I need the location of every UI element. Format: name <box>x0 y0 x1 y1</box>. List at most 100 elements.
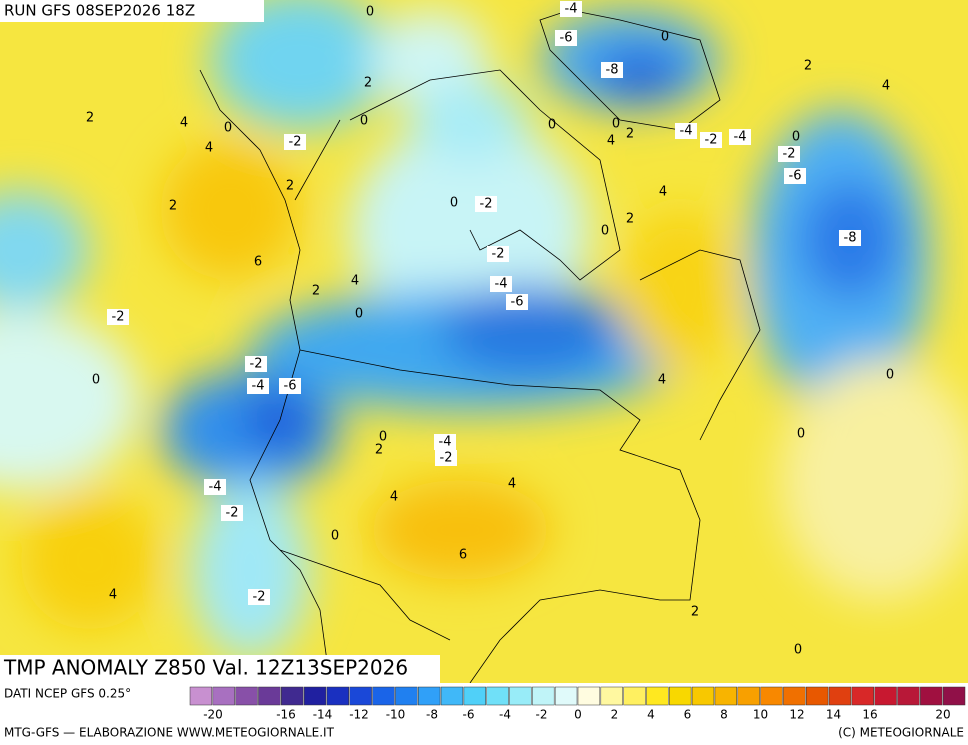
contour-label: 2 <box>364 76 372 91</box>
colorbar-tick-label: -20 <box>203 708 223 722</box>
colorbar-swatch <box>851 686 874 706</box>
colorbar-swatch <box>920 686 943 706</box>
contour-label: 0 <box>360 114 368 129</box>
colorbar-swatch <box>805 686 829 706</box>
contour-label: 4 <box>607 134 615 149</box>
contour-label: -4 <box>209 480 222 495</box>
contour-label: 0 <box>379 430 387 445</box>
contour-label: -4 <box>252 379 265 394</box>
label-box <box>245 356 267 372</box>
contour-label: 6 <box>459 548 467 563</box>
colorbar-swatch <box>303 686 327 706</box>
colorbar-tick-label: 4 <box>647 708 655 722</box>
label-box <box>839 230 861 246</box>
label-box <box>434 434 456 450</box>
contour-label: 2 <box>626 212 634 227</box>
colorbar-swatch <box>281 686 304 706</box>
colorbar-tick-label: -2 <box>536 708 548 722</box>
label-box <box>279 378 301 394</box>
contour-label: 4 <box>205 141 213 156</box>
colorbar-swatch <box>349 686 372 706</box>
contour-label: 6 <box>254 255 262 270</box>
contour-label: -8 <box>606 63 619 78</box>
label-box <box>204 479 226 495</box>
contour-label: 0 <box>792 130 800 145</box>
colorbar-tick-label: 16 <box>862 708 877 722</box>
contour-label: 0 <box>548 118 556 133</box>
label-box <box>248 589 270 605</box>
contour-label: 4 <box>180 116 188 131</box>
colorbar-tick-label: 6 <box>684 708 692 722</box>
contour-label: 4 <box>390 490 398 505</box>
colorbar-tick-label: 10 <box>753 708 768 722</box>
colorbar-swatch <box>760 686 783 706</box>
label-box <box>221 505 243 521</box>
contour-label: 4 <box>508 477 516 492</box>
contour-label: -2 <box>289 135 302 150</box>
label-box <box>506 294 528 310</box>
colorbar-swatch <box>646 686 669 706</box>
label-box <box>729 129 751 145</box>
colorbar-swatch <box>783 686 806 706</box>
contour-label: -4 <box>439 435 452 450</box>
colorbar-tick-label: 0 <box>574 708 582 722</box>
colorbar-swatch <box>554 686 578 706</box>
contour-label: -2 <box>705 133 718 148</box>
colorbar-swatch <box>440 686 464 706</box>
colorbar-swatch <box>532 686 555 706</box>
contour-label: -4 <box>565 2 578 17</box>
contour-label: 0 <box>661 30 669 45</box>
label-box <box>490 276 512 292</box>
map-title-box <box>0 655 440 683</box>
contour-label: 0 <box>224 121 232 136</box>
colorbar-swatch <box>577 686 601 706</box>
colorbar-swatch <box>600 686 623 706</box>
map-field <box>0 0 968 683</box>
colorbar-tick-label: -10 <box>386 708 406 722</box>
contour-label: 0 <box>797 427 805 442</box>
label-box <box>284 134 306 150</box>
colorbar-swatch <box>486 686 509 706</box>
colorbar-tick-label: -4 <box>499 708 511 722</box>
label-box <box>601 62 623 78</box>
label-box <box>675 123 697 139</box>
credit-left: MTG-GFS — ELABORAZIONE WWW.METEOGIORNALE… <box>4 726 335 740</box>
contour-label: -6 <box>560 31 573 46</box>
label-box <box>247 378 269 394</box>
colorbar-swatch <box>372 686 395 706</box>
contour-label: -2 <box>440 451 453 466</box>
colorbar-tick-label: 12 <box>789 708 804 722</box>
contour-label: -2 <box>226 506 239 521</box>
label-box <box>487 246 509 262</box>
contour-label: -4 <box>734 130 747 145</box>
colorbar-tick-label: -12 <box>349 708 369 722</box>
contour-label: 0 <box>355 307 363 322</box>
colorbar-swatch <box>942 686 966 706</box>
contour-label: 2 <box>804 59 812 74</box>
contour-label: 2 <box>312 284 320 299</box>
colorbar-swatch <box>669 686 692 706</box>
data-source: DATI NCEP GFS 0.25° <box>4 687 131 701</box>
contour-label: 0 <box>450 196 458 211</box>
colorbar-tick-label: -8 <box>426 708 438 722</box>
colorbar-swatch <box>828 686 852 706</box>
contour-label: -6 <box>284 379 297 394</box>
label-box <box>475 196 497 212</box>
contour-label: -6 <box>789 169 802 184</box>
contour-label: 2 <box>169 199 177 214</box>
label-box <box>778 146 800 162</box>
colorbar-tick-label: 8 <box>720 708 728 722</box>
contour-label: -2 <box>492 247 505 262</box>
colorbar-swatch <box>874 686 897 706</box>
contour-label: -2 <box>253 590 266 605</box>
colorbar-swatch <box>463 686 486 706</box>
contour-label: -2 <box>250 357 263 372</box>
label-box <box>700 132 722 148</box>
label-box <box>560 1 582 17</box>
contour-label: 4 <box>351 274 359 289</box>
label-box <box>555 30 577 46</box>
contour-label: 4 <box>658 373 666 388</box>
